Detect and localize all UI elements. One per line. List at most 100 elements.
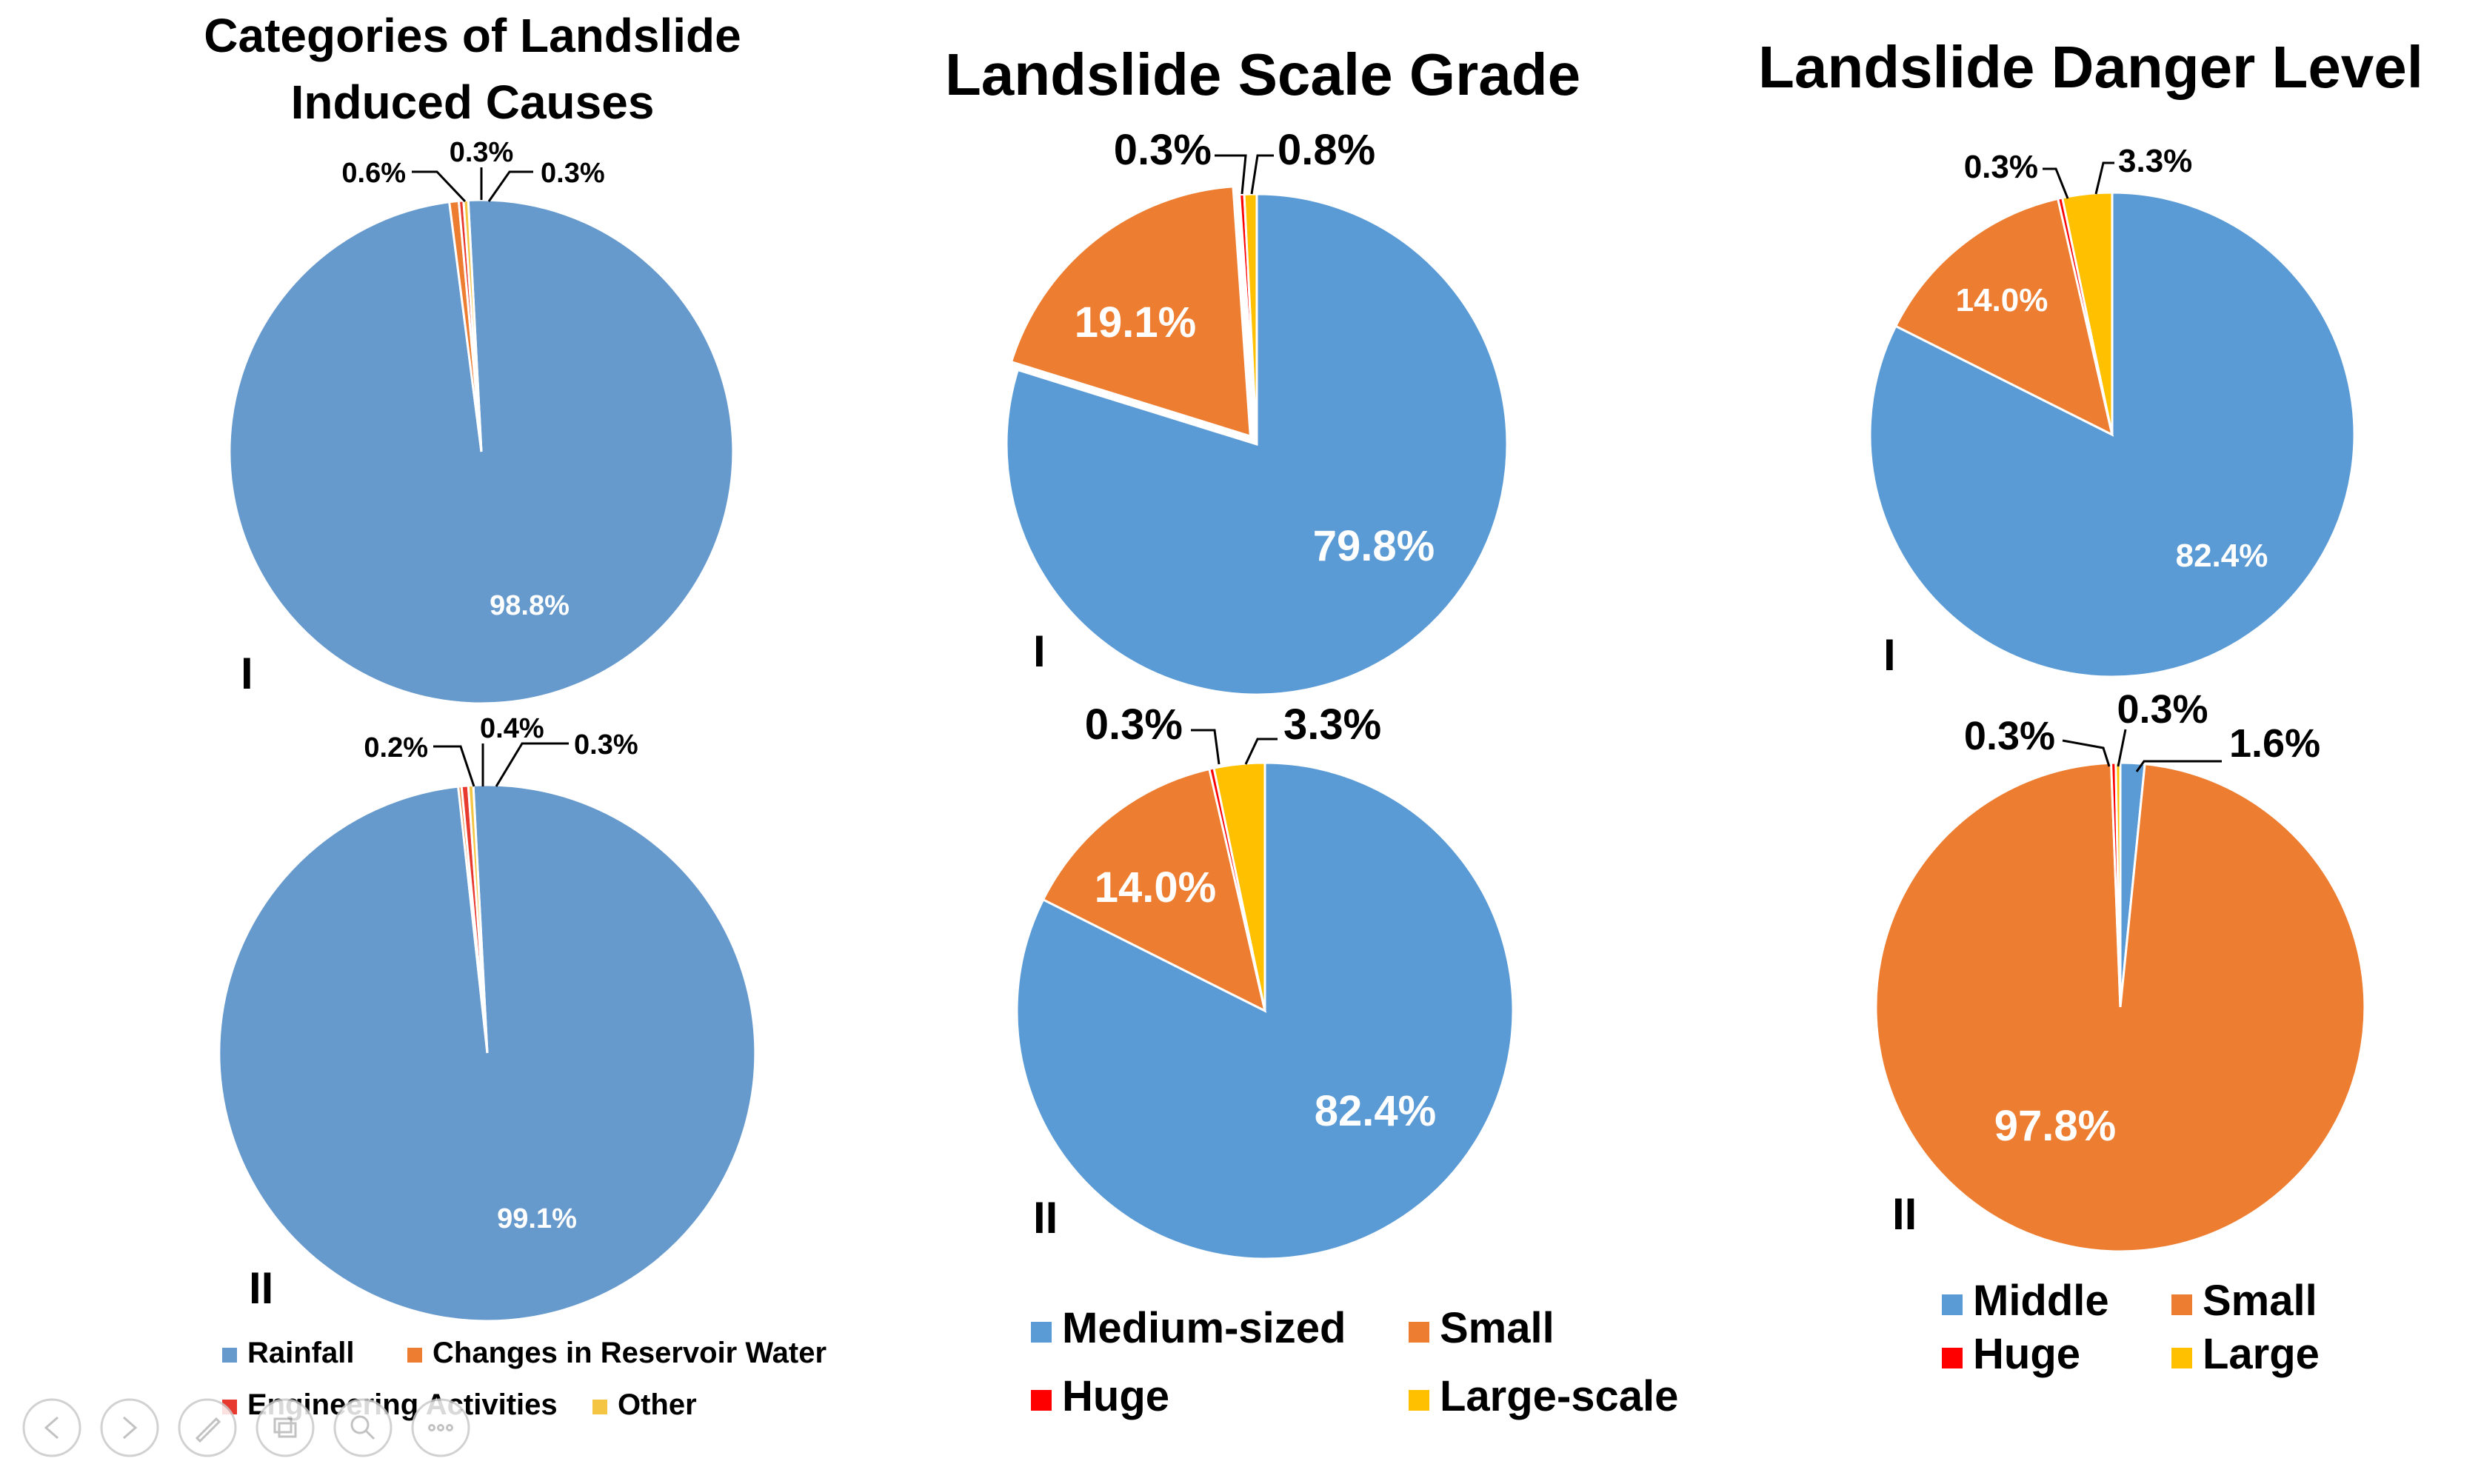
pie-danger-level-i: 82.4% 14.0% 0.3% 3.3% I <box>1869 143 2356 680</box>
more-options-button[interactable] <box>411 1398 470 1457</box>
leader-line-other <box>487 170 533 202</box>
chart-title-line-1: Landslide Scale Grade <box>945 41 1580 107</box>
pie-slice-large-scale <box>1243 193 1258 445</box>
leader-line-middle <box>2135 760 2222 772</box>
data-label-other: 0.3% <box>541 158 605 189</box>
data-label-medium-sized: 79.8% <box>1313 522 1435 570</box>
data-label-large: 3.3% <box>2118 143 2192 179</box>
slideshow-toolbar <box>22 1398 470 1457</box>
data-label-small: 14.0% <box>1095 863 1216 912</box>
legend-label-small: Small <box>1440 1304 1555 1352</box>
see-all-slides-button[interactable] <box>256 1398 315 1457</box>
legend-danger-level: Middle Small Huge Large <box>1942 1277 2320 1378</box>
leader-line-large-scale <box>1250 154 1274 195</box>
leader-line-changes-in-reservoir-water <box>412 170 467 203</box>
data-label-engineering-activities: 0.4% <box>480 713 544 744</box>
pie-slice-small <box>1894 197 2114 437</box>
pie-slice-small <box>1874 761 2366 1253</box>
panel-label-i: I <box>1883 630 1896 680</box>
legend-swatch-changes-in-reservoir-water <box>407 1348 422 1363</box>
data-label-rainfall: 98.8% <box>490 590 570 621</box>
next-slide-button[interactable] <box>100 1398 159 1457</box>
pie-induced-causes-ii: 99.1% 0.2% 0.4% 0.3% II <box>218 713 757 1323</box>
legend-label-small: Small <box>2203 1277 2317 1325</box>
data-label-changes-in-reservoir-water: 0.6% <box>341 158 406 189</box>
pie-slice-middle <box>1869 191 2356 678</box>
legend-swatch-large-scale <box>1409 1390 1429 1411</box>
arrow-right-icon <box>123 1416 138 1440</box>
legend-scale-grade: Medium-sized Small Huge Large-scale <box>1031 1304 1678 1420</box>
chart-title-line-1: Landslide Danger Level <box>1758 34 2423 100</box>
legend-swatch-huge <box>1942 1348 1963 1368</box>
data-label-small: 19.1% <box>1075 298 1196 347</box>
zoom-button[interactable] <box>333 1398 393 1457</box>
zoom-button-circle <box>333 1398 393 1457</box>
chart-danger-level: Landslide Danger Level 82.4% 14.0% 0.3% 3.3%… <box>1758 34 2423 1378</box>
magnifier-icon <box>350 1415 375 1440</box>
next-slide-button-circle <box>100 1398 159 1457</box>
legend-label-huge: Huge <box>1973 1330 2080 1378</box>
data-label-large: 0.3% <box>2117 687 2208 732</box>
pie-slice-small <box>1041 767 1267 1013</box>
legend-label-other: Other <box>618 1388 697 1421</box>
leader-line-large <box>2117 729 2127 767</box>
pie-slice-large <box>2060 191 2114 435</box>
data-label-huge: 0.3% <box>1964 714 2055 758</box>
panel-label-i: I <box>1033 626 1046 676</box>
pen-icon <box>195 1417 221 1443</box>
arrow-left-icon <box>44 1416 59 1440</box>
legend-induced-causes: Rainfall Changes in Reservoir WaterEngine… <box>222 1337 827 1421</box>
panel-label-ii: II <box>1033 1193 1058 1243</box>
legend-label-large-scale: Large-scale <box>1440 1372 1678 1420</box>
pen-tool-button[interactable] <box>178 1398 237 1457</box>
leader-line-huge <box>1191 729 1221 765</box>
leader-line-large <box>2094 161 2114 195</box>
data-label-small: 14.0% <box>1956 282 2048 318</box>
legend-label-changes-in-reservoir-water: Changes in Reservoir Water <box>433 1337 827 1369</box>
previous-slide-button[interactable] <box>22 1398 81 1457</box>
more-options-button-circle <box>411 1398 470 1457</box>
leader-line-huge <box>2043 167 2069 199</box>
legend-swatch-other <box>592 1400 607 1414</box>
data-label-large-scale: 0.8% <box>1278 126 1375 174</box>
data-label-huge: 0.3% <box>1114 126 1212 174</box>
legend-label-huge: Huge <box>1062 1372 1169 1420</box>
legend-swatch-medium-sized <box>1031 1322 1052 1343</box>
legend-swatch-huge <box>1031 1390 1052 1411</box>
pie-scale-grade-i: 79.8% 19.1% 0.3% 0.8% I <box>1005 126 1509 696</box>
chart-scale-grade: Landslide Scale Grade 79.8% 19.1% 0.3% 0.8% I… <box>945 41 1678 1420</box>
legend-swatch-small <box>1409 1322 1429 1343</box>
chart-title-line-1: Categories of Landslide <box>204 9 741 62</box>
legend-label-rainfall: Rainfall <box>247 1337 354 1369</box>
data-label-small: 97.8% <box>1994 1102 2116 1150</box>
panel-label-i: I <box>241 649 253 698</box>
slides-icon <box>273 1417 297 1438</box>
chart-title-line-2: Induced Causes <box>291 76 655 129</box>
legend-swatch-middle <box>1942 1294 1963 1315</box>
pie-slice-small <box>1009 185 1252 438</box>
legend-label-medium-sized: Medium-sized <box>1062 1304 1346 1352</box>
legend-swatch-large <box>2171 1348 2192 1368</box>
data-label-middle: 1.6% <box>2229 721 2320 766</box>
data-label-rainfall: 99.1% <box>497 1203 577 1234</box>
chart-induced-causes: Categories of Landslide Induced Causes 98.… <box>204 9 827 1421</box>
data-label-medium-sized: 82.4% <box>1315 1087 1436 1135</box>
pie-slice-large-scale <box>1212 761 1266 1012</box>
data-label-changes-in-reservoir-water: 0.2% <box>364 732 428 763</box>
legend-swatch-small <box>2171 1294 2192 1315</box>
panel-label-ii: II <box>249 1263 273 1313</box>
pie-danger-level-ii: 1.6% 97.8% 0.3% 0.3% II <box>1874 687 2366 1253</box>
leader-line-huge <box>2062 739 2111 767</box>
previous-slide-button-circle <box>22 1398 81 1457</box>
pie-induced-causes-i: 98.8% 0.6% 0.3% 0.3% I <box>228 137 735 705</box>
leader-line-changes-in-reservoir-water <box>433 745 475 787</box>
data-label-huge: 0.3% <box>1964 149 2038 185</box>
leader-line-large-scale <box>1244 738 1278 765</box>
legend-label-large: Large <box>2203 1330 2320 1378</box>
see-all-slides-button-circle <box>256 1398 315 1457</box>
data-label-huge: 0.3% <box>1085 701 1183 749</box>
data-label-other: 0.3% <box>574 729 638 761</box>
data-label-large-scale: 3.3% <box>1283 701 1381 749</box>
data-label-middle: 82.4% <box>2176 538 2268 574</box>
